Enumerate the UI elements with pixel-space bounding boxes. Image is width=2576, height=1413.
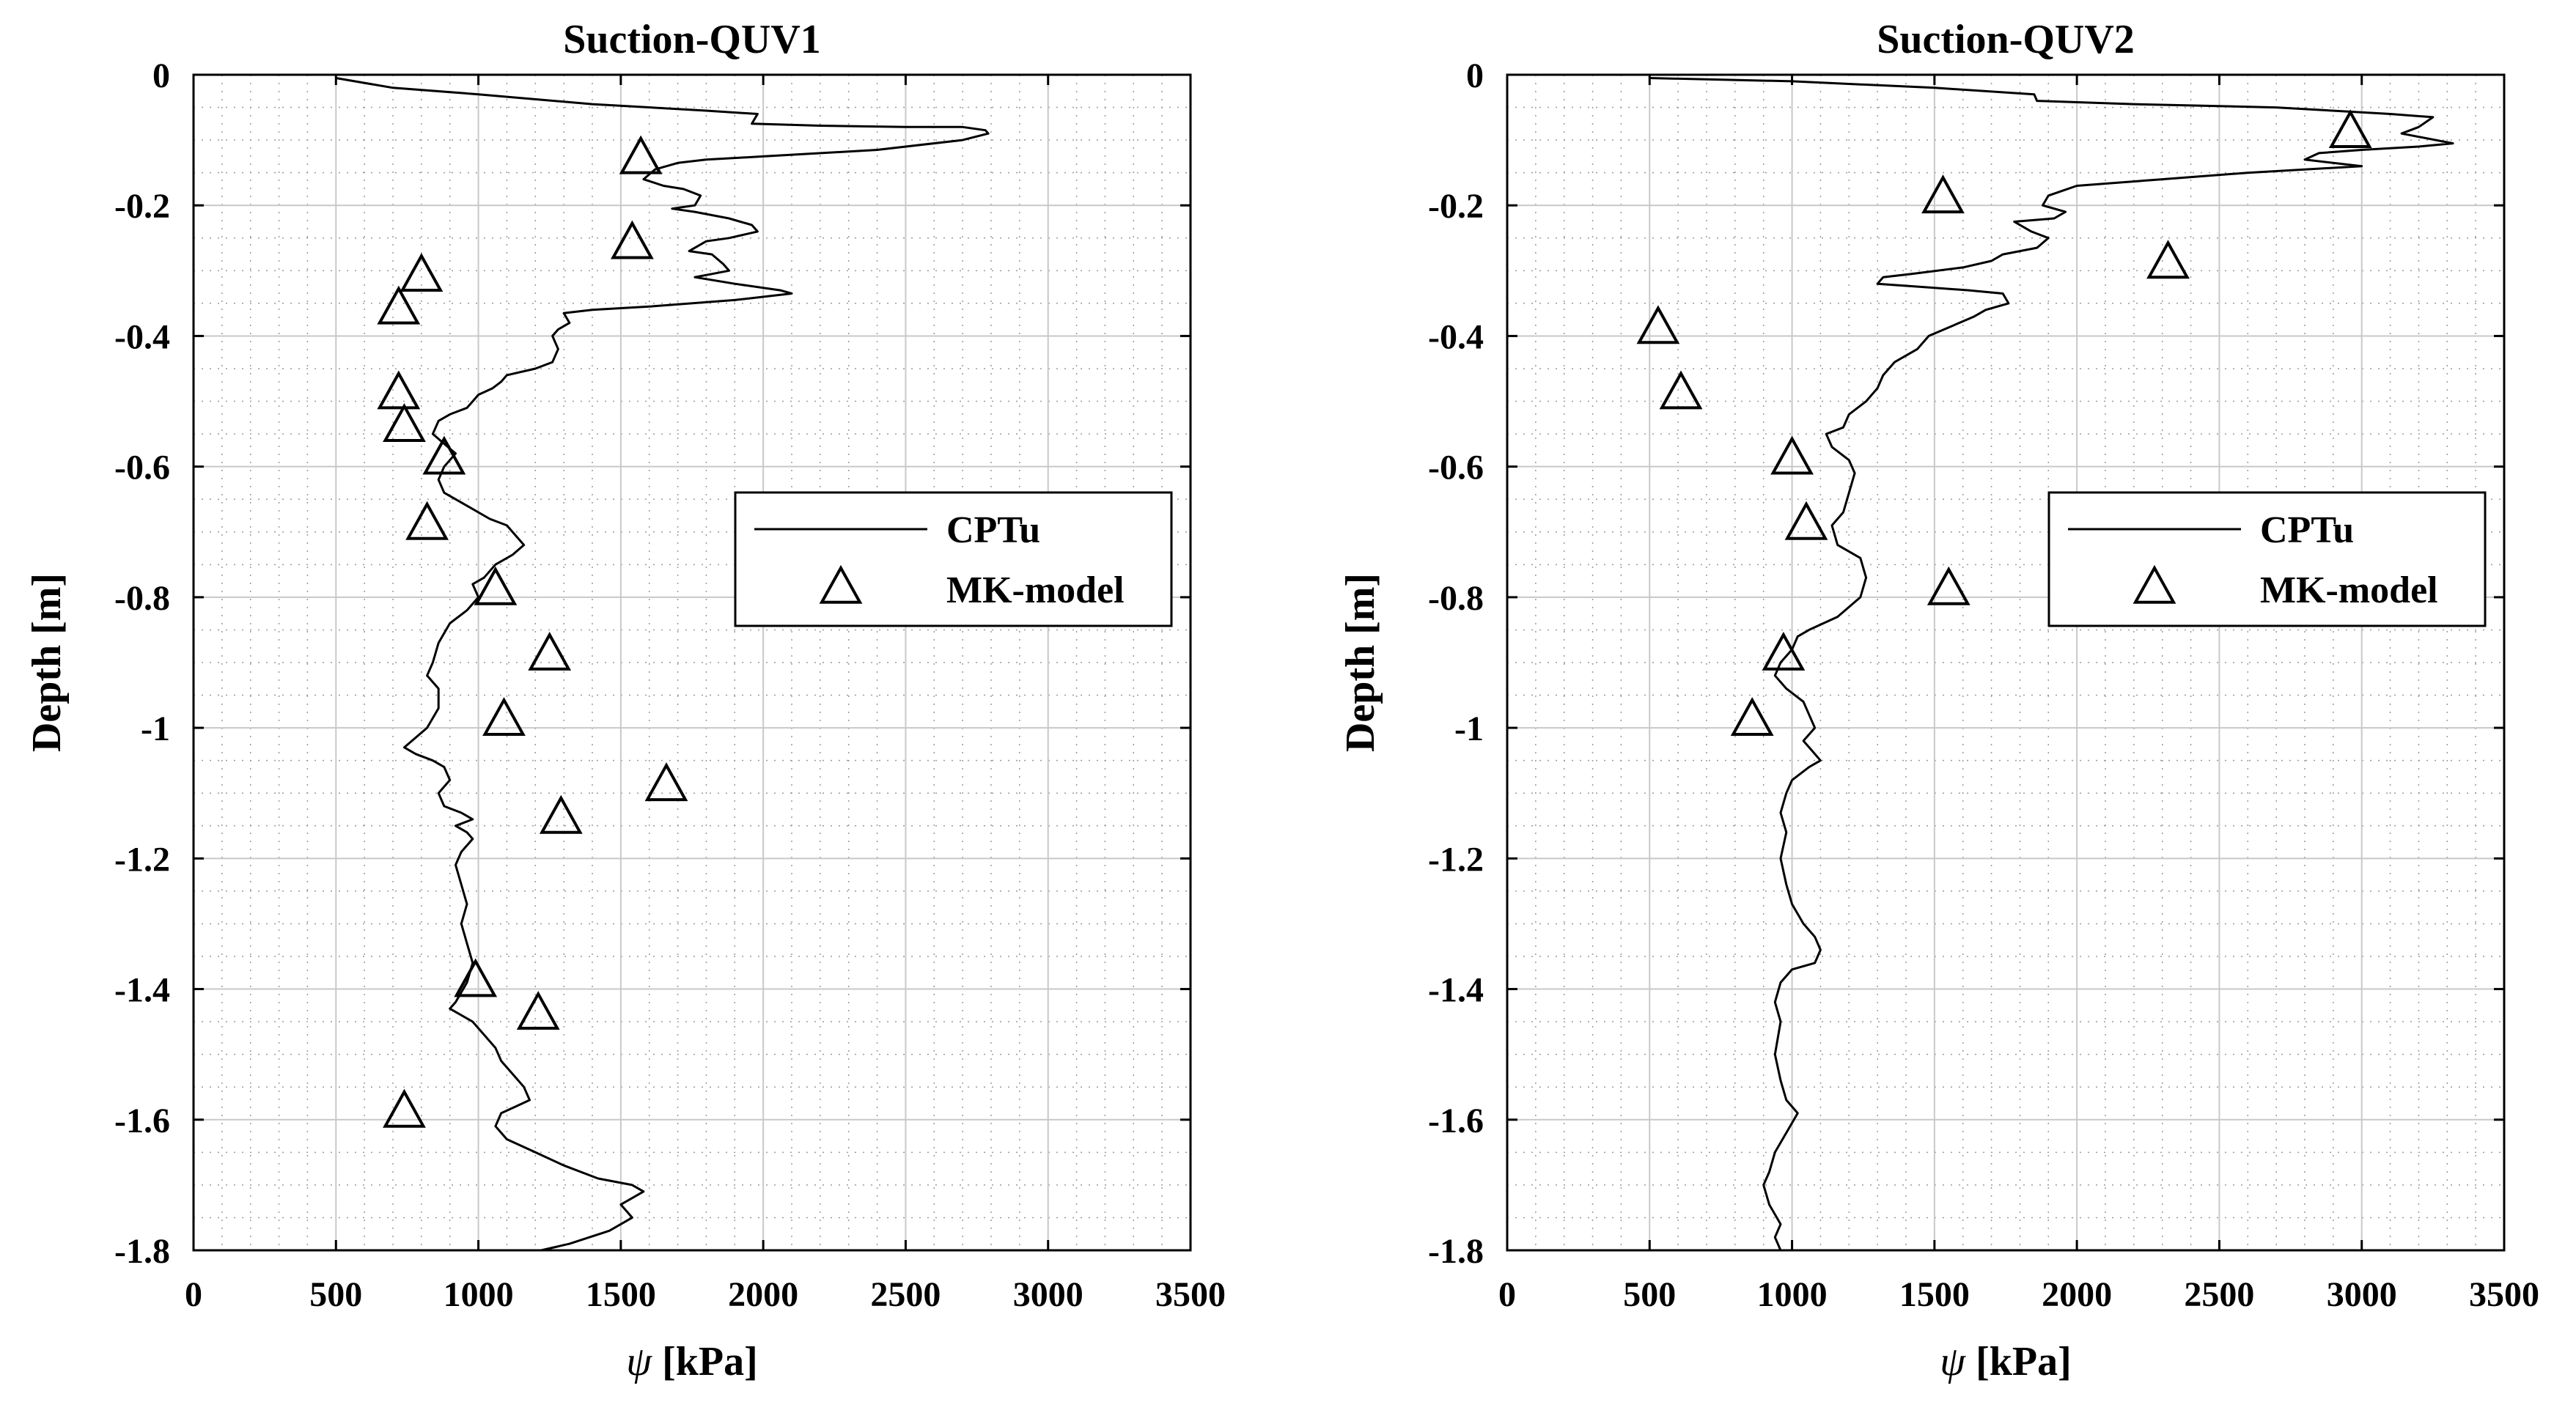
y-tick-label: -1	[141, 709, 170, 748]
legend-2: CPTu MK-model	[2047, 491, 2487, 627]
y-tick-label: -0.6	[1428, 449, 1484, 487]
y-tick-label: -0.8	[1428, 579, 1484, 618]
y-tick-label: -1.4	[114, 971, 170, 1010]
y-tick-label: -1	[1454, 709, 1484, 748]
y-axis-label-2: Depth [m]	[1338, 573, 1383, 752]
mk-model-point	[377, 370, 421, 410]
x-tick-label: 3500	[2469, 1275, 2539, 1314]
cptu-line	[336, 77, 990, 1252]
y-tick-label: -1.8	[1428, 1232, 1484, 1271]
plot-area-1	[336, 77, 990, 1252]
x-tick-label: 1500	[586, 1275, 656, 1314]
y-tick-label: -0.6	[114, 449, 170, 487]
legend-entry-cptu-2: CPTu	[2260, 509, 2354, 551]
mk-model-point	[1762, 631, 1806, 671]
mk-model-point	[400, 253, 444, 292]
axes-box-1	[192, 73, 1192, 1252]
legend-1: CPTu MK-model	[734, 491, 1173, 627]
legend-entry-cptu-1: CPTu	[946, 509, 1040, 551]
x-tick-label: 2500	[2184, 1275, 2254, 1314]
y-tick-label: -1.6	[114, 1102, 170, 1140]
y-tick-label: -1.2	[114, 840, 170, 879]
mk-model-point	[383, 403, 426, 442]
tick-marks-2	[1506, 73, 2506, 1252]
legend-triangle-swatch-1	[819, 564, 863, 604]
plot-area-2	[1636, 77, 2454, 1251]
chart-title-1: Suction-QUV1	[563, 17, 821, 62]
x-tick-label: 0	[1498, 1275, 1516, 1314]
x-axis-unit-1: [kPa]	[662, 1339, 758, 1384]
mk-model-point	[1784, 501, 1828, 540]
mk-model-point	[619, 135, 663, 174]
legend-box-1	[734, 491, 1173, 627]
mk-model-point	[1921, 174, 1965, 214]
x-tick-labels-2: 0 500 1000 1500 2000 2500 3000 3500	[1498, 1275, 2539, 1314]
x-tick-label: 1000	[444, 1275, 514, 1314]
x-axis-symbol-1: ψ	[626, 1339, 652, 1384]
mk-model-point	[1730, 697, 1774, 736]
mk-model-point	[1636, 305, 1680, 344]
tick-marks-1	[192, 73, 1192, 1252]
y-tick-labels-2: 0 -0.2 -0.4 -0.6 -0.8 -1 -1.2 -1.4 -1.6 -1.8	[1428, 56, 1484, 1271]
mk-model-point	[405, 501, 449, 540]
y-tick-label: -0.4	[114, 317, 170, 356]
x-axis-symbol-2: ψ	[1940, 1339, 1966, 1384]
mk-model-point	[1927, 566, 1970, 605]
mk-model-point	[482, 697, 526, 736]
x-tick-label: 500	[1623, 1275, 1676, 1314]
mk-model-point	[377, 285, 421, 325]
mk-model-point	[1770, 435, 1814, 475]
x-tick-labels-1: 0 500 1000 1500 2000 2500 3000 3500	[185, 1275, 1226, 1314]
cptu-line	[1649, 77, 2454, 1251]
y-tick-label: -0.2	[1428, 187, 1484, 226]
mk-model-point	[474, 566, 518, 605]
y-tick-label: -0.8	[114, 579, 170, 618]
x-tick-label: 500	[309, 1275, 362, 1314]
x-tick-label: 1000	[1757, 1275, 1828, 1314]
mk-model-point	[383, 1088, 426, 1128]
mk-model-point	[611, 220, 654, 259]
mk-model-point	[2146, 240, 2190, 279]
mk-model-point	[454, 958, 498, 997]
axes-box-2	[1506, 73, 2506, 1252]
chart-panel-1: 0 500 1000 1500 2000 2500 3000 3500 0 -0.2 -0.4 -0…	[24, 17, 1226, 1384]
legend-entry-mk-model-2: MK-model	[2260, 569, 2438, 611]
mk-model-point	[1659, 370, 1703, 410]
y-tick-label: 0	[152, 56, 170, 95]
y-tick-label: -0.4	[1428, 317, 1484, 356]
mk-model-point	[422, 435, 466, 475]
y-tick-label: -1.2	[1428, 840, 1484, 879]
x-axis-label-1: ψ [kPa]	[626, 1339, 757, 1384]
y-tick-label: 0	[1466, 56, 1484, 95]
mk-model-point	[539, 794, 583, 834]
y-tick-label: -0.2	[114, 187, 170, 226]
mk-model-point	[2328, 109, 2372, 148]
mk-model-point	[644, 762, 688, 802]
y-tick-labels-1: 0 -0.2 -0.4 -0.6 -0.8 -1 -1.2 -1.4 -1.6 -1.8	[114, 56, 170, 1271]
x-tick-label: 3000	[2327, 1275, 2397, 1314]
y-tick-label: -1.4	[1428, 971, 1484, 1010]
x-tick-label: 1500	[1899, 1275, 1970, 1314]
y-tick-label: -1.8	[114, 1232, 170, 1271]
x-tick-label: 3000	[1013, 1275, 1083, 1314]
legend-entry-mk-model-1: MK-model	[946, 569, 1125, 611]
legend-box-2	[2047, 491, 2487, 627]
x-tick-label: 3500	[1155, 1275, 1226, 1314]
chart-panel-2: 0 500 1000 1500 2000 2500 3000 3500 0 -0.2 -0.4 -0…	[1338, 17, 2539, 1384]
y-axis-label-1: Depth [m]	[24, 573, 70, 752]
x-axis-unit-2: [kPa]	[1976, 1339, 2072, 1384]
x-tick-label: 0	[185, 1275, 202, 1314]
x-tick-label: 2000	[2042, 1275, 2112, 1314]
y-tick-label: -1.6	[1428, 1102, 1484, 1140]
x-tick-label: 2500	[870, 1275, 941, 1314]
x-axis-label-2: ψ [kPa]	[1940, 1339, 2071, 1384]
legend-triangle-swatch-2	[2132, 564, 2176, 604]
x-tick-label: 2000	[728, 1275, 798, 1314]
mk-model-point	[516, 991, 560, 1030]
chart-title-2: Suction-QUV2	[1877, 17, 2135, 62]
mk-model-point	[528, 631, 572, 671]
